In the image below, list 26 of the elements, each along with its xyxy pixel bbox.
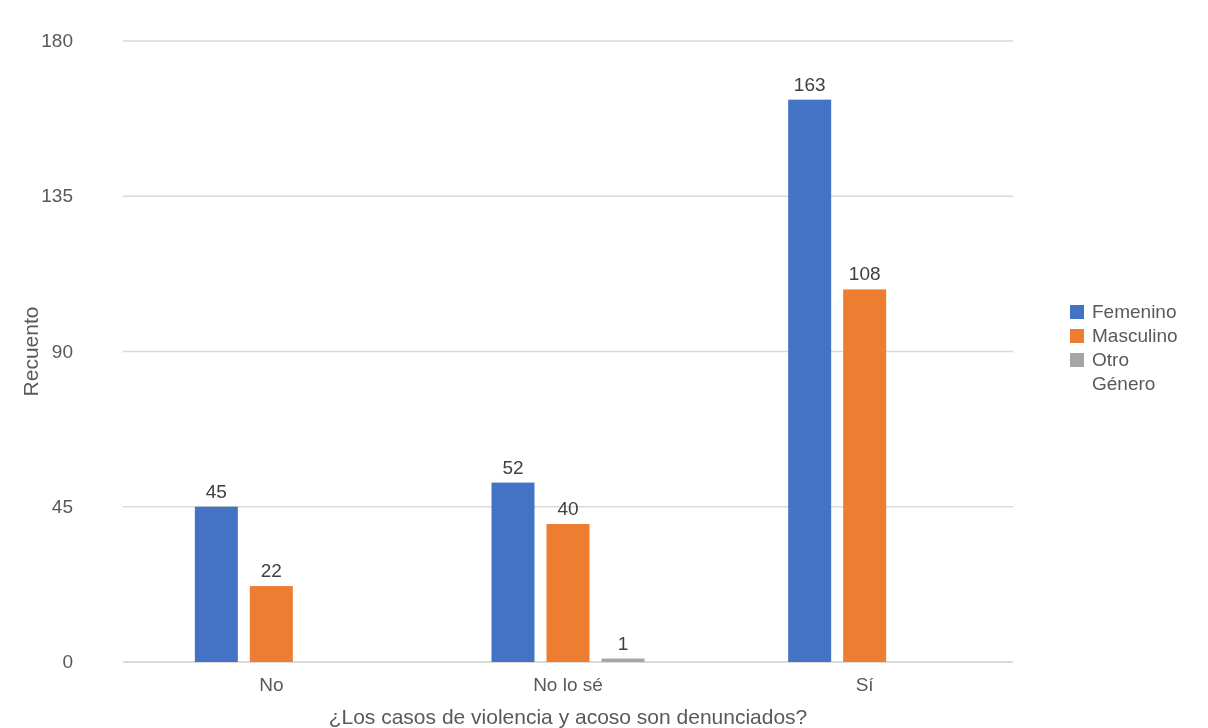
- bar: [843, 289, 887, 662]
- y-tick-label: 90: [51, 340, 73, 362]
- data-label: 22: [260, 560, 282, 582]
- data-label: 163: [793, 73, 826, 95]
- y-axis-title: Recuento: [19, 306, 42, 397]
- legend-label: Masculino: [1092, 325, 1178, 346]
- data-label: 108: [848, 263, 881, 285]
- bar: [194, 506, 238, 662]
- data-label: 40: [557, 498, 579, 519]
- bar: [249, 586, 293, 662]
- y-tick-label: 180: [41, 30, 73, 51]
- x-tick-label: No: [259, 674, 284, 695]
- bar: [788, 99, 832, 662]
- bar: [546, 524, 590, 662]
- y-tick-label: 45: [51, 495, 73, 517]
- data-label: 52: [502, 456, 524, 478]
- x-tick-label: Sí: [855, 674, 875, 695]
- data-label: 45: [205, 480, 227, 502]
- legend-label: Femenino: [1092, 301, 1177, 322]
- x-tick-label: No lo sé: [533, 674, 603, 695]
- legend-label: Otro Género: [1092, 349, 1156, 394]
- y-tick-label: 135: [41, 185, 73, 207]
- y-tick-label: 0: [62, 651, 73, 672]
- bar: [491, 482, 535, 662]
- data-label: 1: [617, 632, 629, 654]
- x-axis-title: ¿Los casos de violencia y acoso son denunciados?: [328, 705, 808, 728]
